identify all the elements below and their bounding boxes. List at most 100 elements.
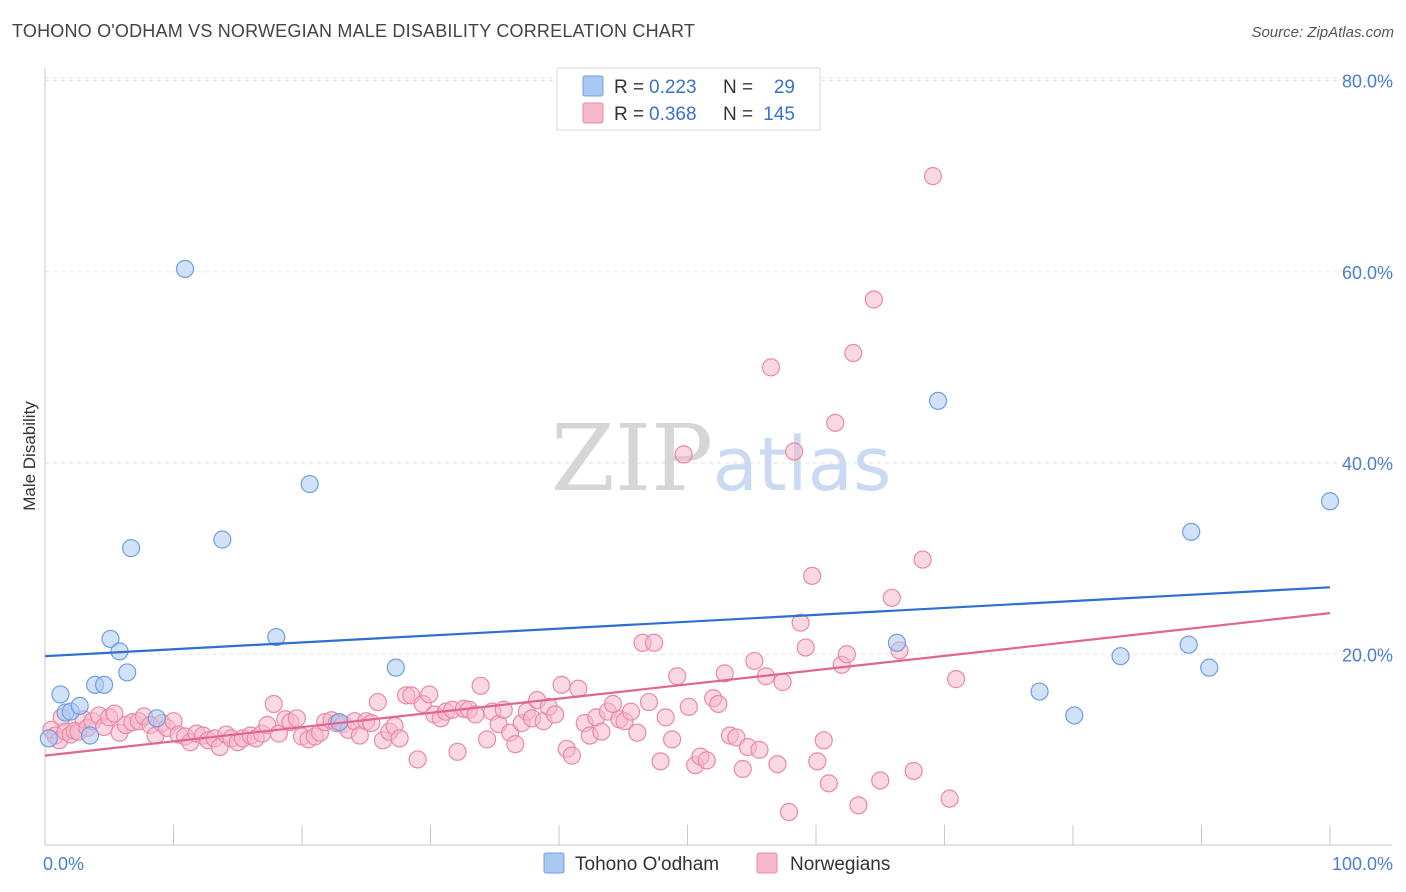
- tohono-trend-line: [44, 586, 1331, 658]
- norwegians-point: [420, 685, 439, 704]
- norwegians-point: [745, 651, 764, 671]
- y-tick-label: 60.0%: [1342, 263, 1393, 283]
- x-tick-label: 0.0%: [43, 854, 84, 874]
- tohono-point: [51, 685, 70, 704]
- legend-swatch-tohono: [582, 75, 604, 97]
- correlation-legend: R = 0.223 N = 29 R = 0.368 N = 145: [556, 67, 821, 131]
- tohono-point: [267, 627, 286, 647]
- tohono-point: [39, 729, 58, 748]
- grid-lines: [45, 77, 1392, 655]
- norwegians-point: [819, 774, 838, 793]
- x-tick-label: 100.0%: [1332, 854, 1393, 874]
- norwegians-point: [709, 694, 728, 714]
- legend-r-label: R =: [614, 104, 644, 125]
- y-tick-label: 80.0%: [1342, 72, 1393, 92]
- tohono-point: [1030, 682, 1049, 701]
- tohono-point: [213, 530, 232, 549]
- norwegians-point: [287, 709, 306, 728]
- legend-n-value-norwegians: 145: [763, 104, 795, 125]
- norwegians-point: [844, 343, 863, 363]
- watermark-atlas: atlas: [713, 422, 892, 508]
- tohono-points: [39, 259, 1340, 748]
- tohono-point: [80, 726, 100, 745]
- norwegians-point: [674, 445, 693, 464]
- y-tick-labels: 20.0% 40.0% 60.0% 80.0%: [1342, 72, 1393, 666]
- trend-lines: [44, 586, 1331, 757]
- norwegians-point: [651, 752, 670, 771]
- tohono-point: [101, 629, 120, 649]
- watermark: ZIP atlas: [551, 405, 892, 512]
- norwegians-point: [362, 713, 381, 733]
- y-axis-title: Male Disability: [20, 401, 39, 511]
- x-tick-labels: 0.0% 100.0%: [43, 854, 1393, 874]
- norwegians-point: [368, 692, 387, 712]
- tohono-point: [1200, 658, 1219, 677]
- norwegians-point: [448, 742, 467, 761]
- norwegians-point: [733, 759, 752, 779]
- norwegians-point: [552, 675, 571, 694]
- norwegians-points: [42, 167, 966, 822]
- norwegians-point: [750, 740, 769, 759]
- norwegians-point: [871, 771, 890, 790]
- norwegians-point: [562, 746, 581, 765]
- norwegians-point: [628, 723, 647, 742]
- norwegians-point: [940, 789, 959, 808]
- legend-swatch-norwegians: [582, 102, 604, 124]
- norwegians-point: [662, 730, 682, 749]
- norwegians-point: [913, 550, 932, 569]
- bottom-legend-swatch-tohono: [543, 852, 565, 874]
- norwegians-point: [768, 755, 787, 774]
- norwegians-point: [621, 702, 641, 721]
- legend-n-value-tohono: 29: [774, 77, 795, 98]
- norwegians-point: [946, 670, 966, 689]
- tohono-point: [1182, 522, 1201, 541]
- norwegians-point: [592, 722, 611, 741]
- norwegians-point: [506, 735, 525, 754]
- legend-n-label: N =: [723, 77, 753, 98]
- axes: [44, 68, 1392, 846]
- norwegians-point: [849, 796, 868, 815]
- tohono-point: [300, 474, 319, 494]
- norwegians-point: [826, 413, 845, 432]
- norwegians-point: [603, 694, 623, 714]
- legend-n-label: N =: [723, 104, 753, 125]
- y-tick-label: 40.0%: [1342, 454, 1393, 474]
- norwegians-point: [814, 731, 833, 750]
- chart-title: TOHONO O'ODHAM VS NORWEGIAN MALE DISABIL…: [12, 21, 696, 41]
- norwegians-point: [546, 705, 565, 724]
- norwegians-point: [656, 708, 675, 727]
- norwegians-point: [882, 588, 901, 607]
- tohono-point: [386, 658, 405, 677]
- norwegians-point: [408, 750, 427, 769]
- norwegians-point: [779, 802, 799, 822]
- tohono-point: [118, 663, 137, 682]
- norwegians-point: [923, 167, 943, 186]
- bottom-legend-label-norwegians: Norwegians: [790, 854, 890, 875]
- norwegians-point: [644, 633, 664, 652]
- tohono-point: [1179, 635, 1198, 654]
- bottom-legend-swatch-norwegians: [756, 852, 778, 874]
- norwegians-point: [904, 761, 923, 781]
- tohono-point: [147, 709, 166, 728]
- norwegians-point: [808, 752, 827, 771]
- tohono-point: [887, 633, 907, 652]
- series-legend: Tohono O'odham Norwegians: [543, 852, 890, 875]
- bottom-legend-label-tohono: Tohono O'odham: [575, 854, 719, 875]
- norwegians-point: [639, 692, 659, 712]
- norwegians-point: [803, 566, 822, 585]
- y-tick-label: 20.0%: [1342, 645, 1393, 665]
- norwegians-point: [791, 613, 810, 632]
- norwegians-point: [715, 664, 734, 683]
- norwegians-point: [785, 442, 804, 461]
- norwegians-point: [796, 638, 815, 657]
- norwegians-point: [105, 704, 124, 723]
- norwegians-point: [477, 730, 497, 749]
- norwegians-point: [471, 676, 490, 695]
- legend-r-value-tohono: 0.223: [649, 77, 697, 98]
- tohono-point: [1320, 492, 1340, 511]
- legend-r-value-norwegians: 0.368: [649, 104, 697, 125]
- norwegians-point: [569, 679, 588, 698]
- norwegians-point: [773, 672, 792, 692]
- tohono-point: [1111, 647, 1130, 666]
- norwegians-point: [864, 290, 883, 309]
